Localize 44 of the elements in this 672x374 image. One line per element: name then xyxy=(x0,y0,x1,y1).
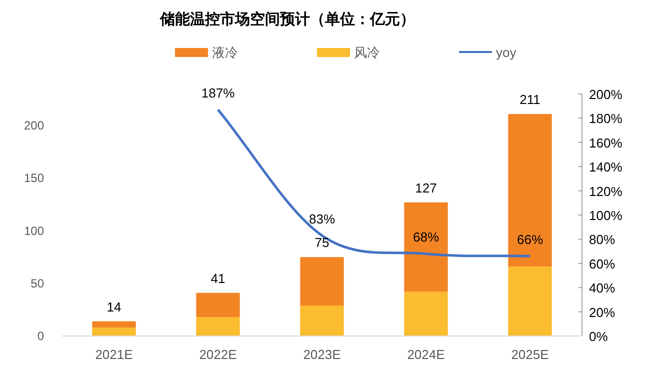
x-tick-label: 2022E xyxy=(199,347,238,362)
data-label: 83% xyxy=(308,212,336,227)
x-tick-label: 2024E xyxy=(407,347,446,362)
data-label: 187% xyxy=(201,86,236,101)
x-tick-label: 2023E xyxy=(303,347,342,362)
x-tick-label: 2025E xyxy=(511,347,550,362)
bar xyxy=(300,257,344,306)
data-label: 66% xyxy=(516,232,544,248)
y2-tick-label: 160% xyxy=(589,135,623,150)
y-tick-label: 150 xyxy=(24,171,44,186)
y2-tick-label: 80% xyxy=(589,232,616,248)
chart-title: 储能温控市场空间预计（单位：亿元） xyxy=(159,10,415,28)
y-tick-label: 200 xyxy=(24,118,44,133)
y2-tick-label: 20% xyxy=(589,304,616,320)
total-label: 75 xyxy=(314,235,330,250)
bar xyxy=(92,328,136,336)
bar xyxy=(508,114,552,267)
legend-label: yoy xyxy=(496,45,517,60)
y2-tick-label: 180% xyxy=(589,111,623,126)
bar xyxy=(404,202,448,292)
y2-tick-label: 140% xyxy=(589,160,623,175)
bar xyxy=(92,321,136,328)
total-label: 41 xyxy=(210,270,226,286)
bar xyxy=(196,317,240,336)
total-label: 211 xyxy=(520,92,540,107)
bar xyxy=(300,305,344,336)
y-tick-label: 100 xyxy=(24,224,44,238)
data-label: 68% xyxy=(412,230,440,245)
y2-tick-label: 60% xyxy=(589,256,616,272)
x-tick-label: 2021E xyxy=(95,347,134,362)
bar xyxy=(196,292,240,318)
y-tick-label: 0 xyxy=(37,329,44,343)
total-label: 14 xyxy=(106,299,122,314)
y2-tick-label: 40% xyxy=(589,280,616,296)
bar xyxy=(508,266,552,336)
bar xyxy=(404,292,448,336)
legend-label: 液冷 xyxy=(212,45,238,60)
legend-label: 风冷 xyxy=(354,45,380,60)
y2-tick-label: 0% xyxy=(589,329,608,344)
y2-tick-label: 120% xyxy=(589,184,623,199)
y2-tick-label: 200% xyxy=(589,87,623,102)
y2-tick-label: 100% xyxy=(589,208,623,223)
total-label: 127 xyxy=(415,180,437,196)
y-tick-label: 50 xyxy=(30,276,44,290)
